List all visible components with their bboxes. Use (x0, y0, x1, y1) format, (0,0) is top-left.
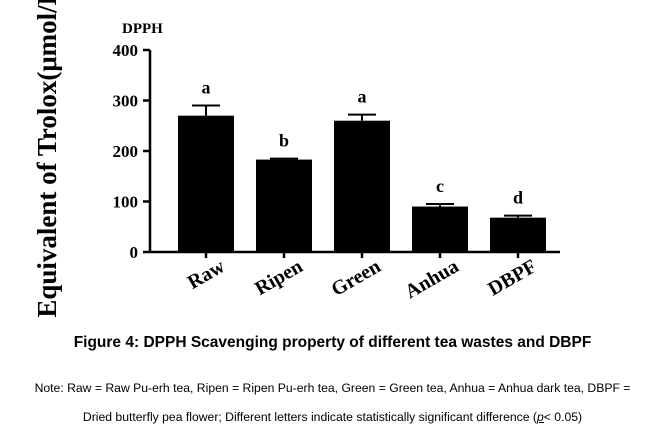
y-tick-label: 200 (113, 142, 139, 161)
note-line-2-suffix: < 0.05) (543, 410, 583, 424)
bar (412, 206, 468, 252)
chart-title: DPPH (122, 21, 163, 37)
significance-letter: d (513, 188, 523, 208)
note-line-2: Dried butterfly pea flower; Different le… (0, 403, 665, 432)
y-tick-label: 400 (113, 41, 139, 60)
bar (334, 120, 390, 252)
plot-area: 0 100 200 300 400 a Raw b Ripen a Green c Anhua d DBPF (113, 41, 560, 303)
dpph-bar-chart: DPPH Equivalent of Trolox(μmol/L) 0 100 20… (32, 0, 560, 318)
significance-letter: a (358, 87, 367, 107)
figure-note: Note: Raw = Raw Pu-erh tea, Ripen = Ripe… (0, 374, 665, 432)
x-tick-label: Green (328, 255, 385, 301)
x-tick-label: Ripen (251, 255, 306, 300)
bar (490, 217, 546, 252)
bar (256, 159, 312, 252)
figure-caption: Figure 4: DPPH Scavenging property of di… (73, 334, 592, 351)
y-tick-label: 0 (130, 243, 139, 262)
significance-letter: a (202, 78, 211, 98)
note-line-2-prefix: Dried butterfly pea flower; Different le… (82, 410, 537, 424)
significance-letter: c (436, 176, 444, 196)
note-p-symbol: p (537, 410, 544, 424)
bar (178, 115, 234, 253)
significance-letter: b (279, 131, 289, 151)
y-axis-label: Equivalent of Trolox(μmol/L) (32, 0, 62, 318)
y-tick-label: 100 (113, 193, 139, 212)
y-tick-label: 300 (113, 92, 139, 111)
x-tick-label: Anhua (401, 255, 462, 303)
note-line-1: Note: Raw = Raw Pu-erh tea, Ripen = Ripe… (34, 381, 631, 395)
x-tick-label: Raw (184, 255, 229, 294)
x-tick-label: DBPF (484, 255, 540, 300)
